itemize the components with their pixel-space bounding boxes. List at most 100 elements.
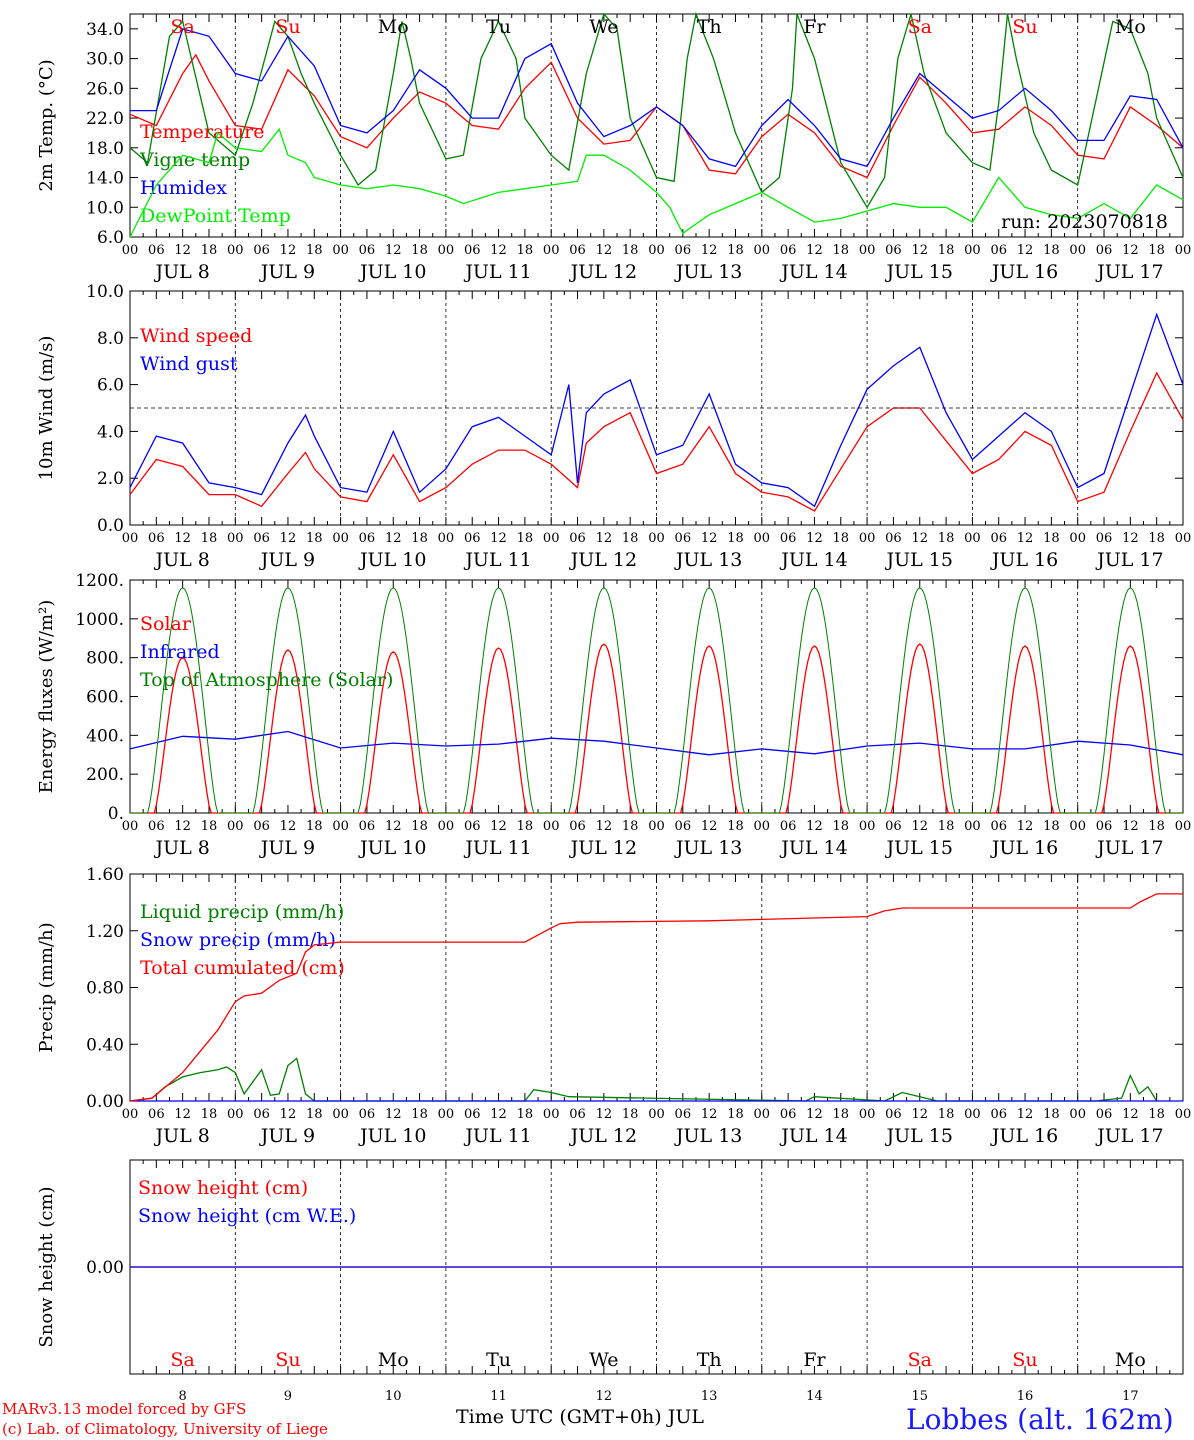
- hour-tick-label: 18: [306, 243, 323, 258]
- temperature-series-3: [129, 127, 1184, 238]
- hour-tick-label: 00: [122, 531, 139, 546]
- energy-legend-0: Solar: [140, 613, 192, 635]
- temperature-ytick-label: 14.0: [86, 169, 124, 189]
- hour-tick-label: 00: [648, 1107, 665, 1122]
- hour-tick-label: 06: [253, 531, 270, 546]
- energy-ytick-label: 0.: [108, 804, 124, 824]
- hour-tick-label: 12: [1122, 1107, 1139, 1122]
- date-label: JUL 14: [779, 261, 847, 283]
- hour-tick-label: 18: [306, 1107, 323, 1122]
- weekday-label: Su: [1012, 16, 1037, 38]
- energy-legend-1: Infrared: [140, 641, 220, 663]
- hour-tick-label: 00: [859, 531, 876, 546]
- hour-tick-label: 12: [1017, 243, 1034, 258]
- energy-series-1: [129, 730, 1184, 756]
- hour-tick-label: 12: [1017, 819, 1034, 834]
- hour-tick-label: 06: [569, 1107, 586, 1122]
- hour-tick-label: 12: [174, 531, 191, 546]
- hour-tick-label: 18: [727, 819, 744, 834]
- hour-tick-label: 12: [174, 1107, 191, 1122]
- date-label: JUL 9: [259, 261, 315, 283]
- energy-ytick-label: 800.: [86, 649, 124, 669]
- hour-tick-label: 18: [622, 243, 639, 258]
- hour-tick-label: 06: [885, 819, 902, 834]
- energy-ytick-label: 400.: [86, 726, 124, 746]
- hour-tick-label: 12: [701, 1107, 718, 1122]
- hour-tick-label: 12: [596, 531, 613, 546]
- wind-ytick-label: 4.0: [97, 422, 124, 442]
- lab-credit: (c) Lab. of Climatology, University of L…: [2, 1420, 328, 1438]
- hour-tick-label: 18: [517, 243, 534, 258]
- hour-tick-label: 18: [411, 243, 428, 258]
- day-number-label: 10: [385, 1389, 402, 1404]
- date-label: JUL 14: [779, 1125, 847, 1147]
- day-number-label: 16: [1017, 1389, 1034, 1404]
- hour-tick-label: 18: [1043, 531, 1060, 546]
- hour-tick-label: 18: [833, 531, 850, 546]
- weekday-label: Fr: [803, 16, 826, 38]
- precip-ytick-label: 1.60: [86, 865, 124, 885]
- energy-ytick-label: 1200.: [75, 571, 124, 591]
- hour-tick-label: 12: [490, 243, 507, 258]
- hour-tick-label: 06: [990, 819, 1007, 834]
- date-label: JUL 13: [674, 1125, 742, 1147]
- hour-tick-label: 00: [543, 1107, 560, 1122]
- date-label: JUL 10: [358, 1125, 426, 1147]
- hour-tick-label: 00: [859, 819, 876, 834]
- hour-tick-label: 12: [1122, 531, 1139, 546]
- hour-tick-label: 18: [1148, 819, 1165, 834]
- hour-tick-label: 00: [964, 819, 981, 834]
- hour-tick-label: 12: [911, 243, 928, 258]
- hour-tick-label: 06: [148, 531, 165, 546]
- hour-tick-label: 12: [1017, 531, 1034, 546]
- temperature-legend-2: Humidex: [140, 177, 227, 199]
- hour-tick-label: 00: [754, 531, 771, 546]
- energy-ytick-label: 600.: [86, 688, 124, 708]
- weekday-label: Tu: [486, 1349, 511, 1371]
- hour-tick-label: 18: [201, 243, 218, 258]
- hour-tick-label: 18: [517, 819, 534, 834]
- weekday-label: Th: [697, 16, 722, 38]
- precip-legend-1: Snow precip (mm/h): [140, 929, 336, 951]
- wind-ytick-label: 10.0: [86, 282, 124, 302]
- day-number-label: 12: [596, 1389, 613, 1404]
- hour-tick-label: 12: [701, 531, 718, 546]
- hour-tick-label: 00: [543, 531, 560, 546]
- weekday-label: Sa: [908, 1349, 932, 1371]
- day-number-label: 11: [490, 1389, 507, 1404]
- hour-tick-label: 00: [859, 1107, 876, 1122]
- hour-tick-label: 18: [1148, 531, 1165, 546]
- date-label: JUL 15: [885, 549, 953, 571]
- hour-tick-label: 06: [885, 531, 902, 546]
- date-label: JUL 11: [463, 837, 531, 859]
- hour-tick-label: 18: [727, 1107, 744, 1122]
- weekday-label: We: [589, 1349, 618, 1371]
- hour-tick-label: 12: [385, 531, 402, 546]
- hour-tick-label: 12: [911, 531, 928, 546]
- hour-tick-label: 12: [385, 819, 402, 834]
- hour-tick-label: 06: [148, 1107, 165, 1122]
- temperature-ytick-label: 22.0: [86, 109, 124, 129]
- hour-tick-label: 12: [1122, 819, 1139, 834]
- hour-tick-label: 00: [754, 243, 771, 258]
- hour-tick-label: 00: [543, 243, 560, 258]
- temperature-ytick-label: 34.0: [86, 20, 124, 40]
- energy-series-2: [130, 587, 1183, 814]
- day-number-label: 17: [1122, 1389, 1139, 1404]
- hour-tick-label: 00: [332, 1107, 349, 1122]
- temperature-legend-1: Vigne temp: [139, 149, 250, 171]
- precip-ytick-label: 0.00: [86, 1092, 124, 1112]
- hour-tick-label: 12: [174, 819, 191, 834]
- hour-tick-label: 00: [227, 1107, 244, 1122]
- hour-tick-label: 06: [148, 819, 165, 834]
- hour-tick-label: 06: [780, 1107, 797, 1122]
- hour-tick-label: 12: [806, 819, 823, 834]
- date-label: JUL 14: [779, 837, 847, 859]
- hour-tick-label: 06: [253, 819, 270, 834]
- hour-tick-label: 06: [675, 819, 692, 834]
- hour-tick-label: 00: [227, 531, 244, 546]
- date-label: JUL 17: [1095, 261, 1163, 283]
- hour-tick-label: 12: [806, 243, 823, 258]
- energy-ylabel: Energy fluxes (W/m²): [36, 600, 57, 794]
- hour-tick-label: 00: [543, 819, 560, 834]
